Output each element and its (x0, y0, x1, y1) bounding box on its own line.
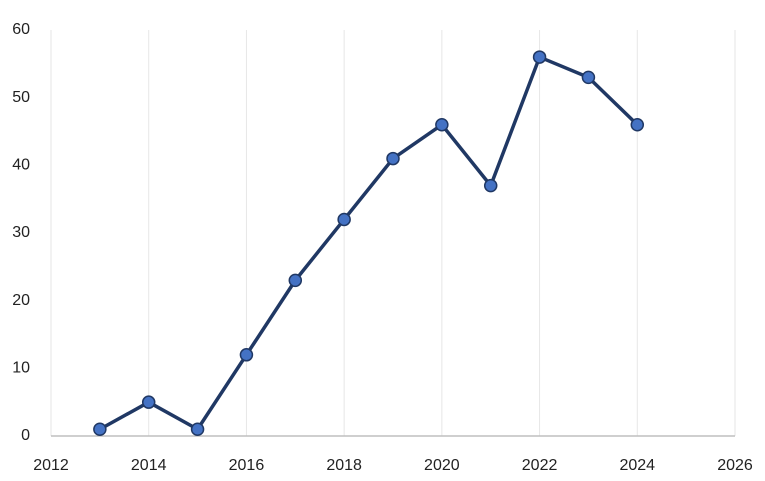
x-tick-label: 2016 (229, 457, 265, 474)
data-point (239, 348, 254, 362)
data-point (386, 151, 400, 166)
x-tick-label: 2024 (619, 457, 655, 474)
y-tick-label: 20 (12, 292, 30, 309)
x-tick-label: 2012 (33, 457, 69, 474)
data-point (483, 178, 498, 193)
x-tick-label: 2026 (717, 457, 753, 474)
data-point (581, 70, 596, 85)
data-point (532, 50, 547, 64)
x-tick-label: 2022 (522, 457, 558, 474)
data-point (141, 395, 156, 409)
y-tick-label: 60 (12, 21, 30, 38)
y-tick-label: 40 (12, 157, 30, 174)
x-tick-label: 2020 (424, 457, 460, 474)
y-tick-label: 10 (12, 360, 30, 377)
data-point (190, 422, 205, 436)
x-tick-label: 2018 (326, 457, 362, 474)
y-tick-label: 30 (12, 224, 30, 241)
data-point (93, 422, 107, 436)
y-tick-label: 0 (21, 427, 30, 444)
data-point (288, 273, 303, 288)
data-line (99, 55, 639, 431)
data-point (630, 117, 645, 132)
x-tick-label: 2014 (131, 457, 167, 474)
data-point (435, 117, 449, 132)
data-point (337, 212, 351, 227)
y-tick-label: 50 (12, 89, 30, 106)
